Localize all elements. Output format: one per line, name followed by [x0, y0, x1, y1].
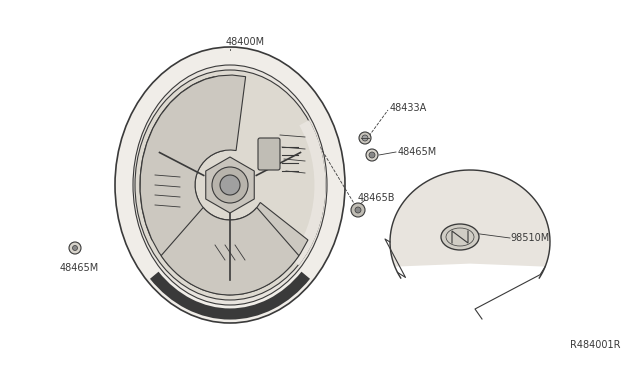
- Circle shape: [359, 132, 371, 144]
- FancyBboxPatch shape: [258, 138, 280, 170]
- Ellipse shape: [135, 70, 325, 300]
- Text: 48465B: 48465B: [358, 193, 396, 203]
- Circle shape: [212, 167, 248, 203]
- Text: 48433A: 48433A: [390, 103, 428, 113]
- Circle shape: [355, 207, 361, 213]
- Polygon shape: [140, 75, 308, 295]
- Polygon shape: [390, 170, 550, 267]
- Circle shape: [362, 135, 368, 141]
- Text: 48400M: 48400M: [225, 37, 264, 47]
- Circle shape: [369, 152, 375, 158]
- Circle shape: [72, 246, 77, 250]
- Ellipse shape: [115, 47, 345, 323]
- Circle shape: [69, 242, 81, 254]
- Text: 48465M: 48465M: [60, 263, 99, 273]
- Ellipse shape: [133, 65, 327, 305]
- Text: 98510M: 98510M: [510, 233, 549, 243]
- Text: R484001R: R484001R: [570, 340, 621, 350]
- Circle shape: [220, 175, 240, 195]
- Polygon shape: [140, 77, 224, 240]
- Polygon shape: [161, 208, 299, 295]
- Text: 48465M: 48465M: [398, 147, 437, 157]
- Circle shape: [351, 203, 365, 217]
- Polygon shape: [205, 157, 254, 213]
- Ellipse shape: [441, 224, 479, 250]
- Circle shape: [366, 149, 378, 161]
